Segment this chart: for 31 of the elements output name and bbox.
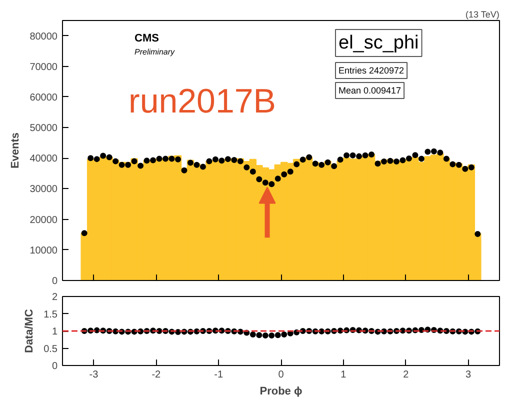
y-tick-label: 0 — [52, 276, 58, 287]
y-tick-label: 20000 — [30, 214, 58, 226]
x-tick-label: 2 — [403, 370, 410, 380]
chart-title: (13 TeV) — [465, 10, 500, 20]
y-tick-label: 0.5 — [44, 344, 58, 355]
annotation: Mean 0.009417 — [338, 86, 402, 96]
x-tick-label: 1 — [340, 370, 347, 380]
annotation: CMS — [134, 32, 159, 44]
y-tick-label: 40000 — [30, 154, 58, 165]
annotation: Preliminary — [134, 48, 176, 56]
y-tick-label: 30000 — [30, 184, 58, 196]
x-tick-label: -2 — [152, 370, 162, 380]
x-tick-label: -3 — [89, 370, 99, 380]
annotation: Entries 2420972 — [338, 66, 404, 76]
y-axis-title: Data/MC — [24, 308, 36, 354]
x-tick-label: 0 — [278, 370, 284, 380]
y-tick-label: 0 — [52, 361, 58, 372]
x-axis-title: Probe ϕ — [260, 386, 302, 398]
annotation: el_sc_phi — [338, 32, 419, 54]
annotation: run2017B — [128, 82, 276, 120]
y-tick-label: 1.5 — [44, 309, 58, 320]
y-tick-label: 10000 — [30, 245, 58, 256]
y-tick-label: 60000 — [30, 92, 58, 104]
y-axis-title: Events — [10, 132, 22, 169]
y-tick-label: 1 — [52, 326, 58, 338]
x-tick-label: 3 — [466, 370, 472, 380]
y-tick-label: 50000 — [30, 123, 58, 134]
y-tick-label: 2 — [52, 292, 58, 303]
x-tick-label: -1 — [214, 370, 224, 380]
y-tick-label: 70000 — [30, 62, 58, 73]
y-tick-label: 80000 — [30, 31, 58, 42]
